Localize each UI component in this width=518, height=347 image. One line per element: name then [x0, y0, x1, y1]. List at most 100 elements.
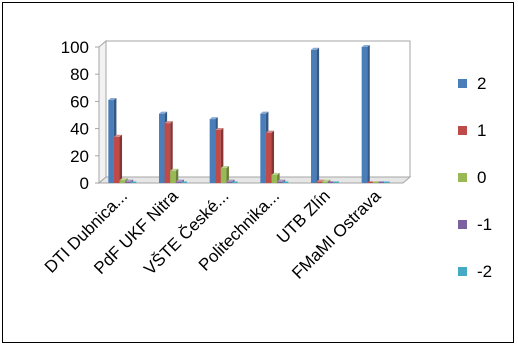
bar-front [181, 181, 187, 183]
bar-front [220, 168, 227, 183]
bar-front [265, 132, 272, 183]
bar-side [271, 130, 275, 183]
bar-front [372, 181, 379, 183]
y-tick-label: 100 [61, 38, 89, 57]
bar [130, 181, 137, 183]
legend-swatch [458, 267, 467, 276]
bar-front [327, 181, 334, 183]
legend-item: 1 [458, 121, 486, 140]
bars [108, 45, 390, 183]
bar-side [119, 134, 123, 183]
category-label: FMaMI Ostrava [288, 186, 385, 283]
bar-side [367, 45, 370, 183]
bar [164, 121, 173, 183]
bar-top [271, 172, 280, 175]
bar [378, 181, 385, 183]
bar-top [175, 179, 184, 182]
legend-swatch [458, 79, 467, 88]
legend-label: 1 [477, 121, 486, 140]
bar-side [316, 47, 320, 183]
bar [327, 181, 334, 183]
bar-front [271, 174, 278, 183]
bar-top [119, 178, 128, 181]
bar [181, 181, 187, 183]
bar-top [215, 127, 224, 130]
bar [220, 166, 229, 183]
bar-top [316, 179, 325, 182]
bar-front [130, 181, 137, 183]
bar-top [311, 47, 320, 50]
bar-front [361, 47, 368, 183]
legend-label: 0 [477, 168, 486, 187]
bar [232, 181, 238, 183]
legend-swatch [458, 220, 467, 229]
bar-front [108, 100, 114, 183]
bar-top [159, 111, 168, 114]
bar-front [232, 181, 238, 183]
bar-front [125, 181, 131, 183]
chart-frame: 0 20 40 60 80 100 DTI Dubnica... PdF UKF Nitra… [2, 2, 514, 343]
side-wall [98, 39, 107, 185]
bar-front [170, 170, 176, 183]
legend-item: 0 [458, 168, 486, 187]
bar-front [215, 129, 221, 183]
bar-top [361, 45, 370, 47]
bar [367, 181, 373, 183]
y-tick-label: 80 [70, 65, 89, 84]
bar-front [333, 181, 339, 183]
bar-front [226, 181, 233, 183]
bar-side [226, 166, 229, 183]
legend-item: 2 [458, 74, 486, 93]
legend-item: -1 [458, 215, 492, 234]
legend-label: -1 [477, 215, 492, 234]
bar-front [378, 181, 385, 183]
legend-label: 2 [477, 74, 486, 93]
bar-front [260, 113, 266, 183]
bar-front [209, 119, 216, 183]
bar [311, 47, 320, 183]
bar [361, 45, 370, 183]
bar-front [113, 136, 120, 183]
bar-front [119, 180, 126, 183]
bar-top [113, 134, 123, 137]
bar [372, 181, 379, 183]
bar-front [316, 181, 323, 183]
bar-front [367, 181, 373, 183]
bar [333, 181, 339, 183]
legend-swatch [458, 173, 467, 182]
bar-front [277, 181, 283, 183]
bar-front [164, 123, 171, 183]
bar-top [260, 111, 269, 114]
bar-front [322, 181, 328, 183]
bar-top [209, 117, 218, 120]
bar-top [125, 179, 134, 182]
y-tick-label: 40 [70, 120, 89, 139]
legend-swatch [458, 126, 467, 135]
bar [113, 134, 123, 183]
bar-side [170, 121, 173, 183]
bar-top [322, 179, 331, 182]
y-tick-label: 60 [70, 92, 89, 111]
bar-front [282, 181, 289, 183]
bar-front [311, 49, 317, 183]
bar-top [164, 121, 173, 124]
bar-front [175, 181, 182, 183]
y-axis-ticks: 0 20 40 60 80 100 [61, 38, 99, 193]
legend-label: -2 [477, 262, 492, 281]
y-tick-label: 0 [80, 174, 89, 193]
bar-front [159, 113, 165, 183]
bar-top [226, 179, 235, 182]
legend: 2 1 0 -1 -2 [458, 74, 492, 281]
bar-top [108, 98, 117, 101]
bar-top [265, 130, 275, 133]
bar [170, 168, 179, 183]
bar [265, 130, 275, 183]
legend-item: -2 [458, 262, 492, 281]
bar-top [277, 179, 286, 182]
y-tick-label: 20 [70, 147, 89, 166]
bar-top [170, 168, 179, 171]
bar-top [220, 166, 229, 169]
bar-front [384, 181, 390, 183]
